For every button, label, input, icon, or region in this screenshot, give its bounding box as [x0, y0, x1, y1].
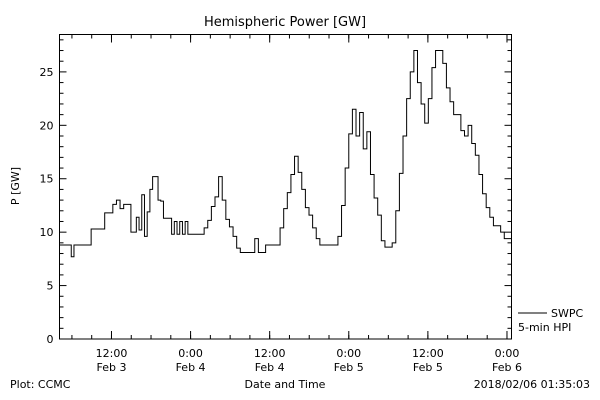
y-tick-label: 25: [40, 66, 54, 79]
timestamp-label: 2018/02/06 01:35:03: [474, 378, 590, 391]
legend-label-swpc: SWPC: [551, 307, 583, 320]
x-tick-label-time: 12:00: [412, 347, 444, 360]
y-axis-label: P [GW]: [9, 167, 22, 205]
x-tick-label-time: 0:00: [178, 347, 203, 360]
chart-legend: SWPC 5-min HPI: [518, 307, 583, 334]
y-tick-label: 5: [47, 280, 54, 293]
x-tick-label-date: Feb 4: [176, 361, 206, 374]
data-series-line: [59, 50, 512, 258]
plot-border: [59, 34, 512, 340]
x-axis-ticks: [71, 34, 508, 339]
x-axis-label: Date and Time: [245, 378, 326, 391]
y-tick-label: 0: [47, 333, 54, 346]
x-tick-label-time: 0:00: [336, 347, 361, 360]
data-series-layer: [59, 50, 512, 258]
x-tick-label-date: Feb 4: [255, 361, 285, 374]
y-tick-label: 15: [40, 173, 54, 186]
legend-label-hpi: 5-min HPI: [518, 321, 571, 334]
x-tick-label-date: Feb 6: [492, 361, 522, 374]
plot-source-label: Plot: CCMC: [10, 378, 71, 391]
plot-frame: [59, 34, 512, 340]
y-tick-label: 20: [40, 119, 54, 132]
x-tick-label-time: 12:00: [96, 347, 128, 360]
chart-title: Hemispheric Power [GW]: [204, 15, 366, 30]
x-tick-label-time: 0:00: [495, 347, 520, 360]
y-tick-label: 10: [40, 226, 54, 239]
y-axis-ticks: 0 5 10 15 20 25: [40, 39, 512, 346]
x-tick-label-time: 12:00: [254, 347, 286, 360]
x-tick-label-date: Feb 5: [413, 361, 443, 374]
x-tick-label-date: Feb 5: [334, 361, 364, 374]
x-tick-label-date: Feb 3: [96, 361, 126, 374]
